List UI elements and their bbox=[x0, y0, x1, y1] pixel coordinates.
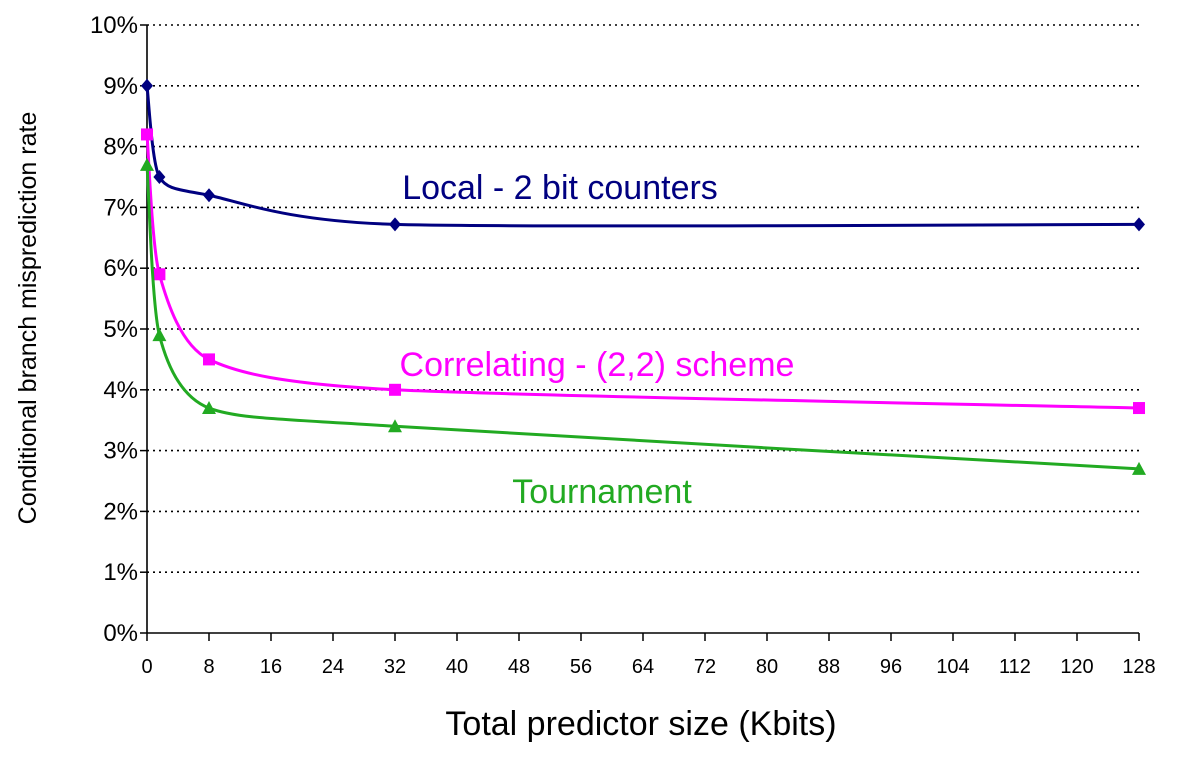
series-line-tournament bbox=[145, 164, 1140, 471]
y-tick-label: 8% bbox=[103, 134, 138, 161]
y-tick-label: 0% bbox=[103, 620, 138, 647]
data-point-correlating bbox=[389, 383, 401, 396]
data-point-local bbox=[203, 188, 215, 203]
x-axis-title: Total predictor size (Kbits) bbox=[445, 705, 836, 743]
series-line-correlating bbox=[145, 134, 1140, 410]
data-point-tournament bbox=[388, 419, 402, 433]
data-point-tournament bbox=[140, 157, 154, 171]
x-tick-label: 24 bbox=[322, 656, 344, 678]
data-point-tournament bbox=[152, 328, 167, 342]
x-axis-ticks: 0 8 16 24 32 40 48 56 64 72 80 88 96 104 112 120 128 bbox=[141, 633, 1156, 678]
y-tick-label: 4% bbox=[103, 377, 138, 404]
x-tick-label: 8 bbox=[203, 656, 214, 678]
x-tick-label: 72 bbox=[694, 656, 716, 678]
series-local bbox=[141, 78, 1145, 232]
y-axis-title: Conditional branch misprediction rate bbox=[14, 112, 42, 525]
data-point-local bbox=[389, 217, 401, 232]
x-tick-label: 128 bbox=[1122, 656, 1155, 678]
data-point-local bbox=[141, 78, 153, 93]
x-tick-label: 96 bbox=[880, 656, 902, 678]
y-axis-ticks: 0% 1% 2% 3% 4% 5% 6% 7% 8% 9% 10% bbox=[90, 12, 147, 647]
y-tick-label: 2% bbox=[103, 498, 138, 525]
y-tick-label: 10% bbox=[90, 12, 138, 39]
x-tick-label: 112 bbox=[999, 656, 1031, 678]
x-tick-label: 48 bbox=[508, 656, 530, 678]
x-tick-label: 88 bbox=[818, 656, 840, 678]
data-point-correlating bbox=[1133, 402, 1145, 415]
y-tick-label: 3% bbox=[103, 438, 138, 465]
data-point-tournament bbox=[1132, 461, 1146, 475]
x-tick-label: 56 bbox=[570, 656, 592, 678]
x-tick-label: 64 bbox=[632, 656, 654, 678]
axes bbox=[146, 25, 1139, 634]
y-tick-label: 9% bbox=[103, 73, 138, 100]
data-point-correlating bbox=[153, 268, 166, 281]
data-point-tournament bbox=[202, 401, 216, 415]
data-point-local bbox=[1133, 217, 1145, 232]
series-tournament bbox=[140, 157, 1146, 475]
x-tick-label: 32 bbox=[384, 656, 406, 678]
series-group bbox=[140, 78, 1146, 475]
x-tick-label: 80 bbox=[756, 656, 778, 678]
x-tick-label: 16 bbox=[260, 656, 282, 678]
data-point-correlating bbox=[141, 128, 153, 141]
y-tick-label: 1% bbox=[103, 559, 138, 586]
y-tick-label: 7% bbox=[103, 194, 138, 221]
y-tick-label: 6% bbox=[103, 255, 138, 282]
data-point-correlating bbox=[203, 353, 215, 366]
series-label-correlating: Correlating - (2,2) scheme bbox=[400, 346, 795, 384]
x-tick-label: 0 bbox=[141, 656, 152, 678]
series-correlating bbox=[141, 128, 1145, 415]
y-tick-label: 5% bbox=[103, 316, 138, 343]
series-label-local: Local - 2 bit counters bbox=[402, 169, 718, 207]
x-tick-label: 40 bbox=[446, 656, 468, 678]
x-tick-label: 120 bbox=[1060, 656, 1093, 678]
series-label-tournament: Tournament bbox=[512, 473, 692, 511]
x-tick-label: 104 bbox=[936, 656, 969, 678]
data-point-local bbox=[153, 170, 166, 184]
